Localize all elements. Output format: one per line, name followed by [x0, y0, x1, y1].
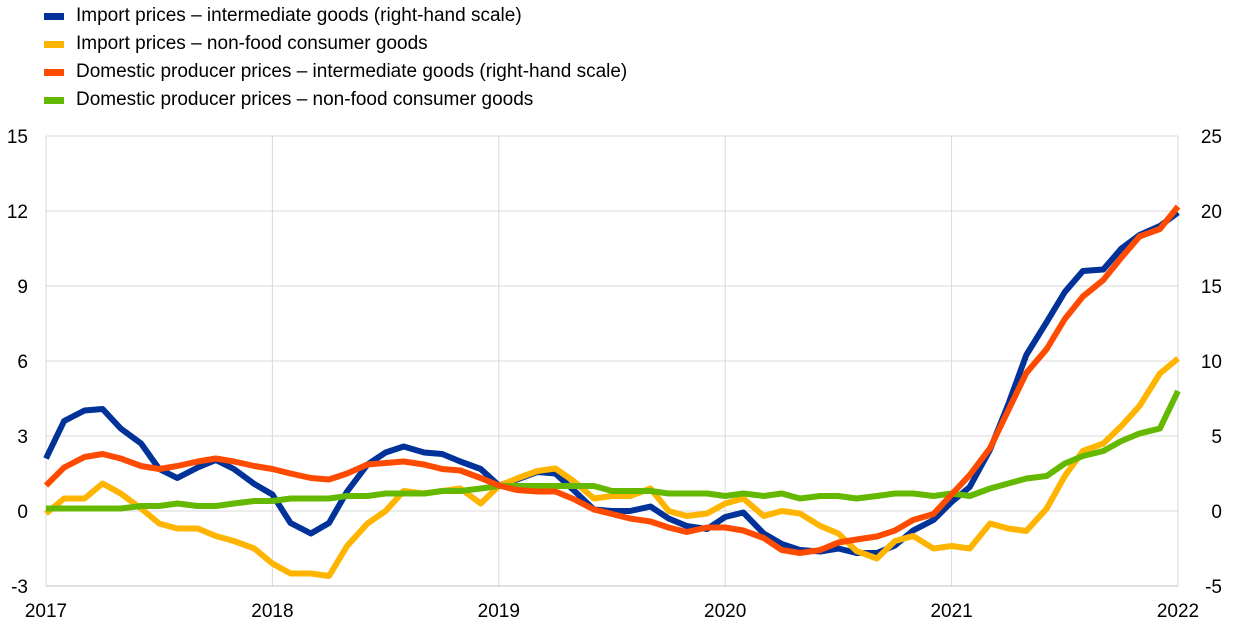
chart-legend: Import prices – intermediate goods (righ…: [44, 2, 627, 114]
legend-label: Domestic producer prices – intermediate …: [76, 61, 628, 82]
x-tick-label: 2017: [25, 601, 67, 622]
x-tick-label: 2022: [1157, 601, 1199, 622]
y-tick-label-left: 15: [7, 127, 28, 148]
legend-item: Import prices – non-food consumer goods: [44, 30, 627, 58]
y-tick-label-left: -3: [11, 577, 28, 598]
legend-swatch: [44, 40, 64, 48]
y-tick-label-left: 9: [17, 277, 28, 298]
legend-swatch: [44, 96, 64, 104]
y-tick-label-right: 10: [1201, 352, 1222, 373]
legend-label: Import prices – intermediate goods (righ…: [76, 5, 522, 26]
legend-item: Domestic producer prices – intermediate …: [44, 58, 627, 86]
y-tick-label-left: 12: [7, 202, 28, 223]
legend-swatch: [44, 12, 64, 20]
y-tick-label-left: 6: [17, 352, 28, 373]
y-tick-label-right: 0: [1211, 502, 1222, 523]
y-tick-label-right: -5: [1205, 577, 1222, 598]
legend-label: Import prices – non-food consumer goods: [76, 33, 428, 54]
y-tick-label-right: 5: [1211, 427, 1222, 448]
y-tick-label-right: 25: [1201, 127, 1222, 148]
x-tick-label: 2021: [930, 601, 972, 622]
legend-swatch: [44, 68, 64, 76]
series-line: [44, 356, 1180, 579]
legend-label: Domestic producer prices – non-food cons…: [76, 89, 534, 110]
legend-item: Import prices – intermediate goods (righ…: [44, 2, 627, 30]
y-tick-label-left: 3: [17, 427, 28, 448]
legend-item: Domestic producer prices – non-food cons…: [44, 86, 627, 114]
x-tick-label: 2020: [704, 601, 746, 622]
x-tick-label: 2019: [478, 601, 520, 622]
series-line: [43, 210, 1180, 556]
y-tick-label-left: 0: [17, 502, 28, 523]
y-tick-label-right: 20: [1201, 202, 1222, 223]
x-tick-label: 2018: [251, 601, 293, 622]
series-line: [46, 389, 1181, 512]
series-line: [43, 204, 1181, 556]
y-tick-label-right: 15: [1201, 277, 1222, 298]
